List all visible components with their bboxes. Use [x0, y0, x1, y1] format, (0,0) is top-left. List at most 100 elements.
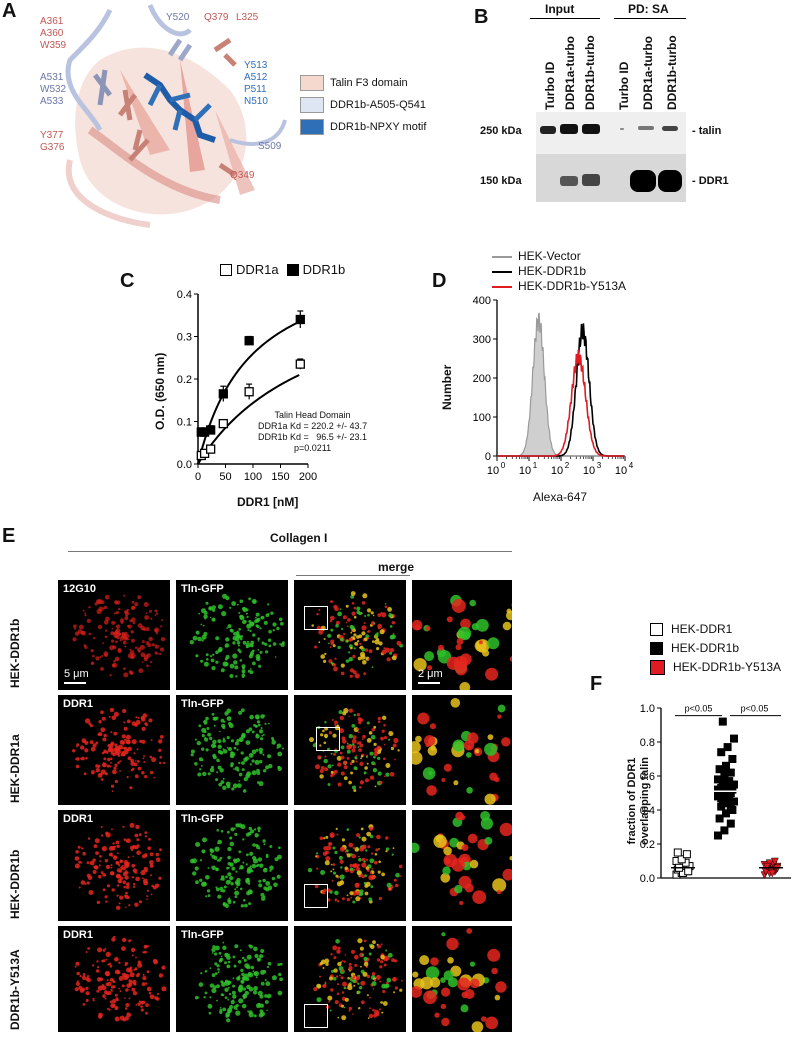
- signal-dot: [362, 734, 366, 739]
- x-tick-label: 0: [195, 471, 201, 483]
- signal-dot: [268, 722, 270, 725]
- signal-dot: [387, 952, 393, 958]
- signal-dot: [249, 714, 254, 720]
- signal-dot: [352, 846, 355, 850]
- signal-dot: [364, 891, 369, 896]
- signal-dot: [352, 900, 356, 904]
- signal-dot: [99, 855, 102, 858]
- panel-d-label: D: [432, 270, 447, 292]
- signal-dot: [158, 748, 162, 752]
- signal-dot: [120, 753, 124, 757]
- signal-dot: [133, 870, 137, 873]
- signal-dot: [115, 624, 121, 629]
- y-tick-label: 100: [473, 412, 491, 424]
- signal-dot: [105, 629, 108, 632]
- signal-dot: [320, 870, 326, 875]
- signal-dot: [502, 621, 512, 631]
- signal-dot: [339, 859, 344, 864]
- signal-dot: [265, 853, 269, 857]
- signal-dot: [150, 617, 153, 620]
- signal-dot: [371, 666, 374, 669]
- signal-dot: [392, 978, 396, 982]
- signal-dot: [227, 866, 230, 869]
- signal-dot: [323, 638, 326, 640]
- signal-dot: [261, 734, 264, 737]
- signal-dot: [138, 900, 142, 904]
- signal-dot: [233, 768, 235, 770]
- signal-dot: [447, 957, 454, 964]
- signal-dot: [337, 645, 341, 650]
- legend-label: DDR1b-NPXY motif: [330, 121, 427, 133]
- signal-dot: [341, 736, 346, 740]
- signal-dot: [242, 666, 245, 670]
- signal-dot: [247, 629, 250, 632]
- lane-label: DDR1a-turbo: [641, 36, 655, 110]
- signal-dot: [149, 994, 155, 1000]
- signal-dot: [90, 649, 94, 653]
- signal-dot: [265, 613, 270, 617]
- signal-dot: [476, 618, 489, 632]
- merge-line: [296, 575, 410, 576]
- histogram-vector: [497, 312, 625, 457]
- signal-dot: [360, 757, 362, 760]
- signal-dot: [142, 713, 148, 718]
- signal-dot: [367, 1017, 370, 1019]
- signal-dot: [251, 599, 257, 604]
- signal-dot: [88, 632, 91, 636]
- signal-dot: [354, 963, 358, 967]
- signal-dot: [142, 973, 145, 976]
- signal-dot: [323, 837, 326, 840]
- signal-dot: [501, 737, 511, 747]
- signal-dot: [341, 960, 344, 962]
- signal-dot: [245, 773, 251, 779]
- signal-dot: [353, 789, 357, 792]
- signal-dot: [242, 987, 246, 991]
- signal-dot: [85, 756, 88, 760]
- signal-dot: [322, 967, 325, 969]
- legend-label: HEK-DDR1b-Y513A: [673, 660, 782, 674]
- signal-dot: [227, 998, 230, 1001]
- signal-dot: [85, 991, 90, 996]
- signal-dot: [212, 716, 217, 721]
- signal-dot: [143, 602, 149, 607]
- signal-dot: [122, 640, 127, 645]
- signal-dot: [339, 874, 345, 880]
- signal-dot: [86, 975, 90, 978]
- signal-dot: [386, 977, 392, 983]
- signal-dot: [368, 649, 373, 654]
- zoom-box: [304, 884, 328, 908]
- signal-dot: [459, 682, 471, 690]
- signal-dot: [454, 885, 463, 894]
- signal-dot: [91, 662, 94, 665]
- signal-dot: [199, 859, 203, 862]
- data-point: [723, 743, 732, 752]
- signal-dot: [255, 733, 259, 737]
- signal-dot: [378, 848, 380, 850]
- signal-dot: [440, 1003, 447, 1010]
- signal-dot: [385, 847, 390, 851]
- residue-q349: Q349: [230, 170, 255, 181]
- signal-dot: [352, 785, 356, 790]
- signal-dot: [373, 622, 376, 625]
- signal-dot: [343, 760, 347, 765]
- signal-dot: [337, 762, 342, 767]
- group-pd-line: [614, 18, 686, 19]
- signal-dot: [78, 624, 84, 630]
- band: [662, 126, 678, 131]
- signal-dot: [346, 757, 350, 760]
- signal-dot: [251, 749, 257, 755]
- signal-dot: [215, 945, 220, 951]
- signal-dot: [324, 860, 330, 866]
- signal-dot: [412, 751, 423, 765]
- signal-dot: [263, 769, 267, 773]
- signal-dot: [315, 764, 320, 770]
- signal-dot: [257, 990, 263, 996]
- y-tick-label: 0.1: [177, 417, 192, 429]
- signal-dot: [357, 717, 362, 722]
- signal-dot: [195, 842, 201, 847]
- signal-dot: [78, 886, 81, 889]
- signal-dot: [135, 876, 140, 882]
- signal-dot: [330, 752, 333, 755]
- signal-dot: [74, 863, 80, 869]
- signal-dot: [342, 711, 347, 716]
